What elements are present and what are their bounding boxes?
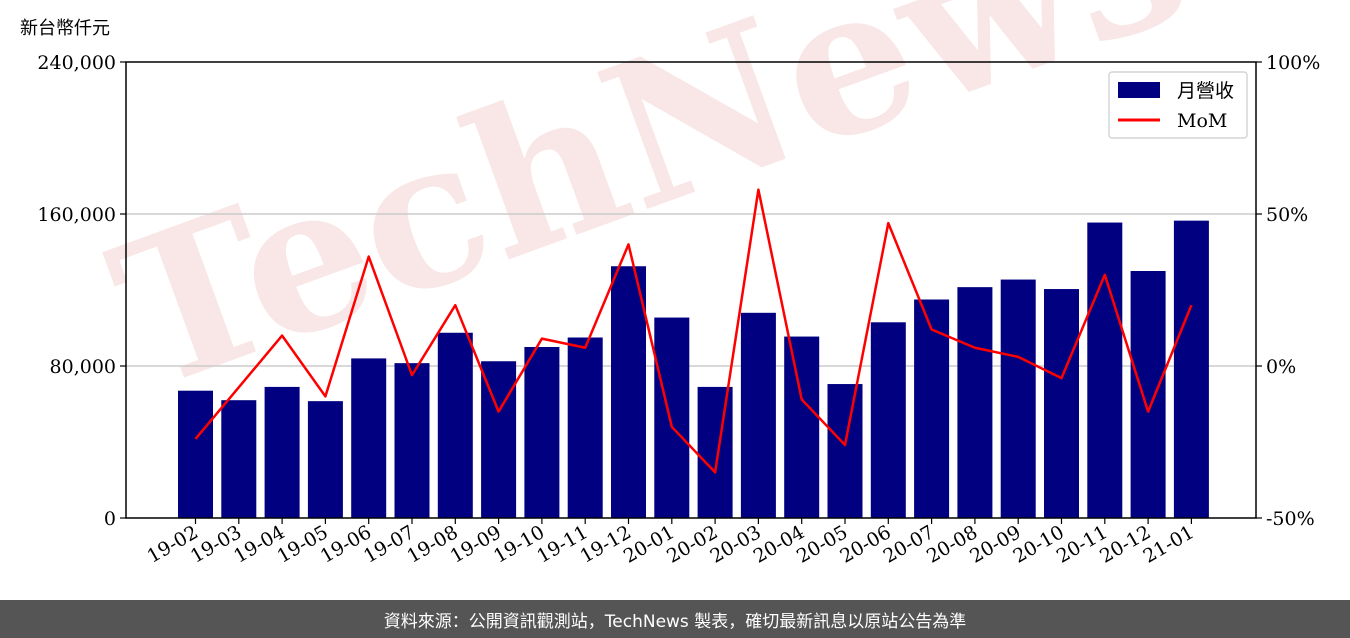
bar (178, 390, 213, 518)
bar (784, 336, 820, 518)
bar (567, 337, 603, 518)
bar (351, 358, 387, 518)
y-left-tick-label: 240,000 (37, 52, 116, 74)
bar (827, 384, 863, 518)
chart: TechNews 0 80,000 160,000 240,000 -50% 0% 50% 10… (20, 0, 1320, 568)
bar (437, 332, 473, 518)
x-tick-label: 21-01 (1139, 521, 1197, 567)
bar (394, 363, 430, 518)
legend-label-revenue: 月營收 (1177, 80, 1234, 102)
y-left-tick-label: 160,000 (37, 204, 116, 226)
bar (1130, 271, 1166, 518)
mom-line (194, 188, 1193, 474)
bar (914, 299, 950, 518)
legend-label-mom: MoM (1177, 110, 1227, 132)
bar (611, 266, 646, 518)
y-left-tick-label: 80,000 (50, 356, 116, 378)
bar (740, 312, 776, 518)
bar (957, 287, 993, 518)
y-left-unit-label: 新台幣仟元 (20, 18, 110, 39)
bar (1000, 279, 1036, 518)
chart-svg: TechNews080,000160,000240,000-50%0%50%10… (20, 0, 1320, 568)
bar (1173, 220, 1209, 518)
source-footer: 資料來源：公開資訊觀測站，TechNews 製表，確切最新訊息以原站公告為準 (0, 600, 1350, 638)
bar (481, 361, 517, 518)
bar (221, 400, 257, 518)
bar (264, 386, 300, 518)
plot-frame (125, 61, 1257, 519)
footer-text: 資料來源：公開資訊觀測站，TechNews 製表，確切最新訊息以原站公告為準 (383, 611, 967, 632)
bar (1087, 222, 1123, 519)
bar (654, 317, 690, 518)
bar (1044, 289, 1079, 518)
y-right-tick-label: 50% (1266, 204, 1308, 226)
y-right-tick-label: -50% (1266, 508, 1315, 530)
bar (870, 322, 906, 518)
y-right-tick-label: 100% (1266, 52, 1320, 74)
bar (524, 347, 560, 518)
bar (307, 401, 343, 518)
y-left-tick-label: 0 (104, 508, 116, 530)
y-right-tick-label: 0% (1266, 356, 1296, 378)
bar (697, 386, 733, 518)
legend-swatch-revenue (1118, 82, 1160, 98)
